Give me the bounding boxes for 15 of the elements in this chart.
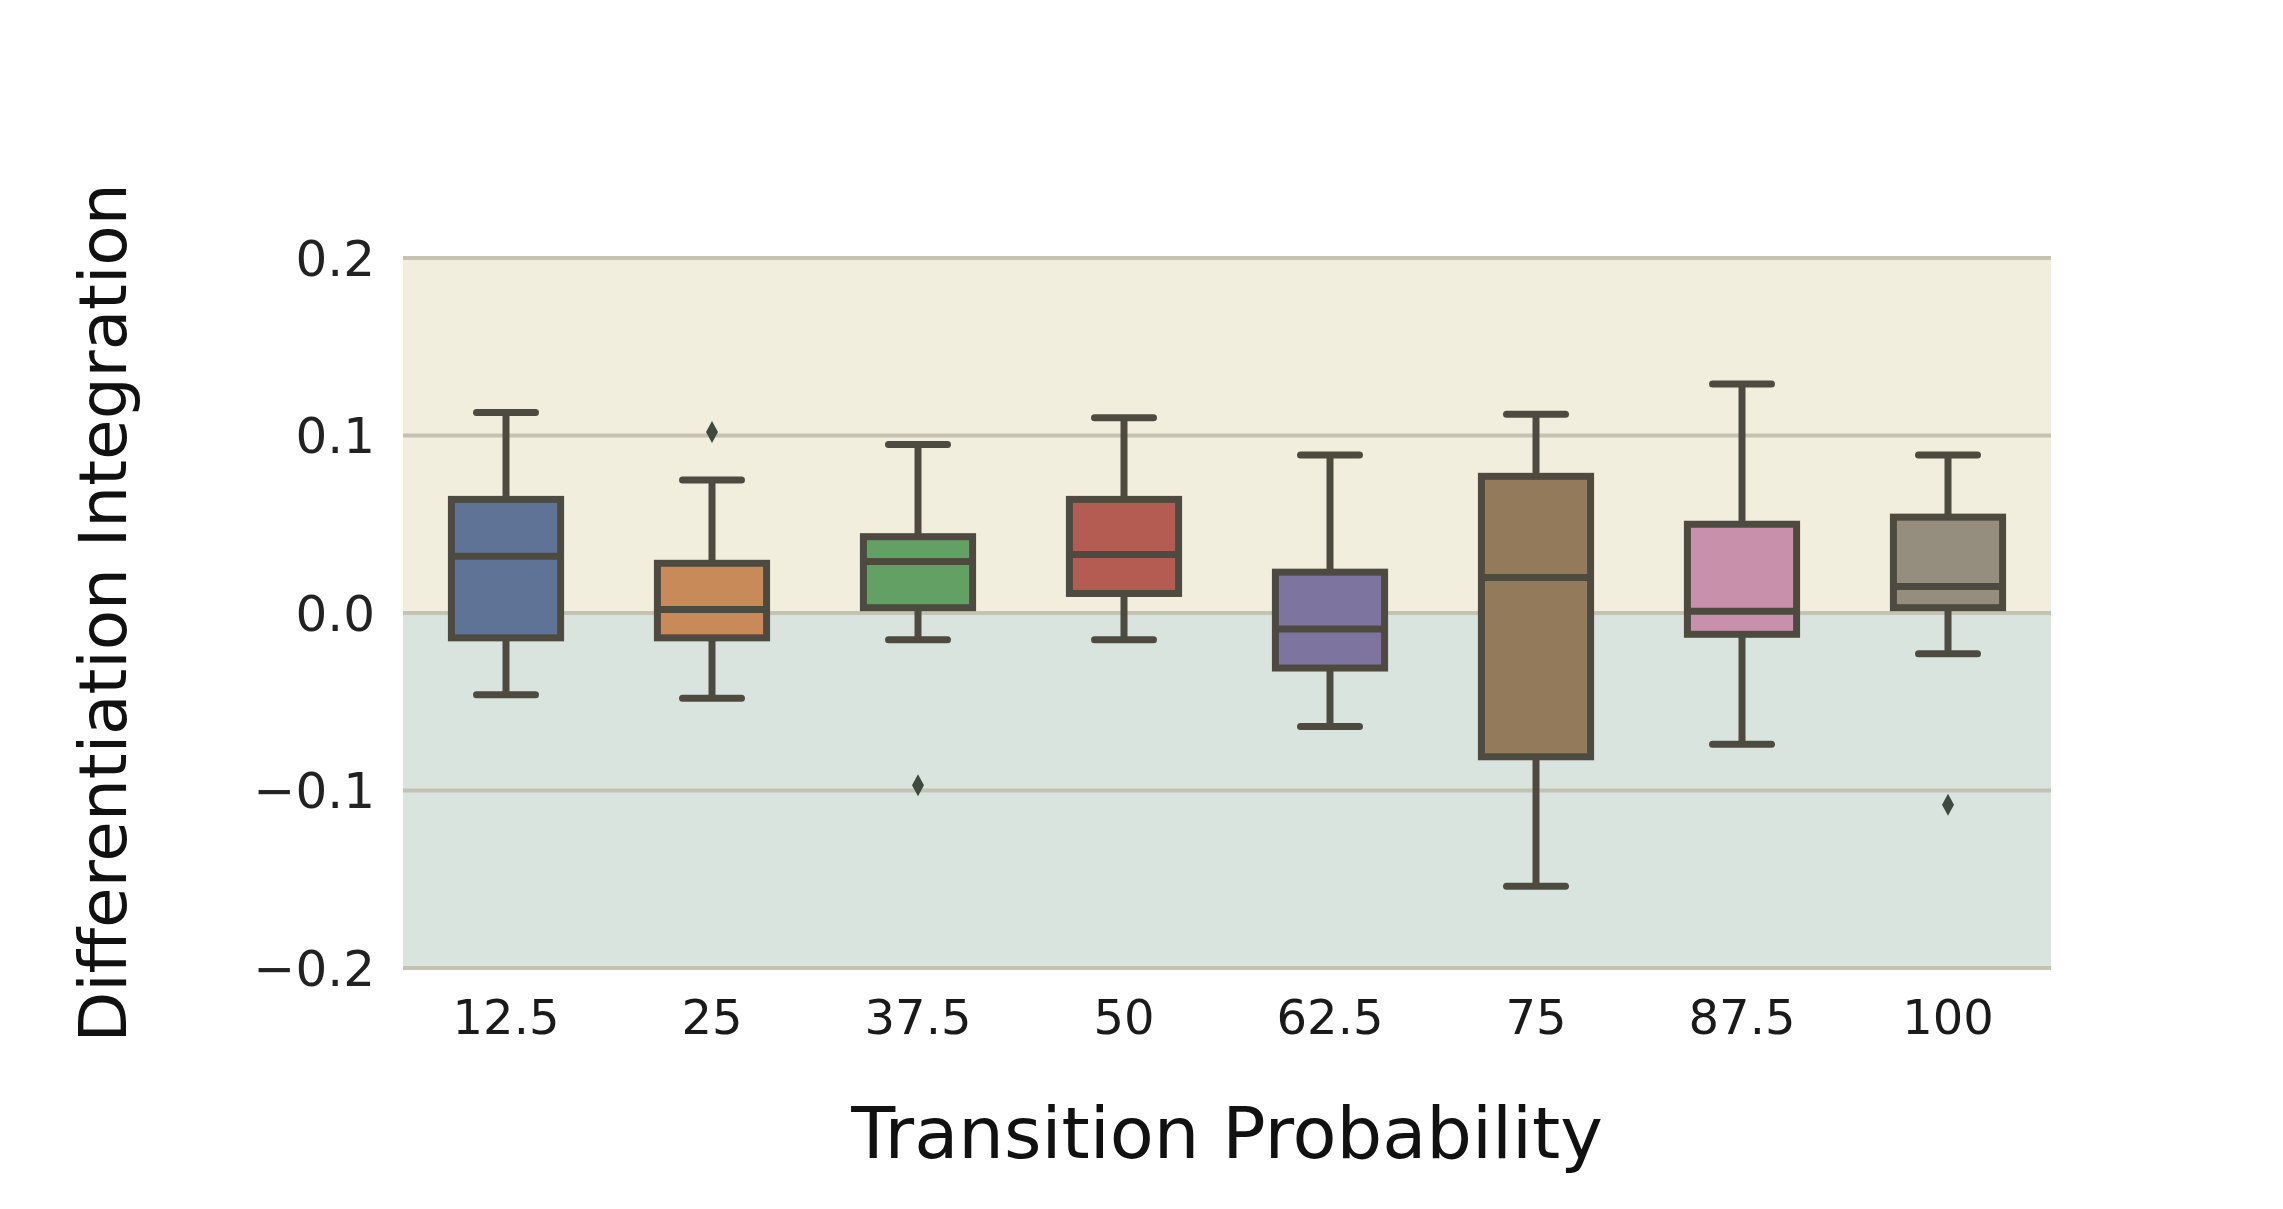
x-tick-label: 62.5 [1276, 989, 1384, 1046]
y-tick-label: 0.2 [295, 229, 375, 288]
x-tick-label: 37.5 [864, 989, 972, 1046]
y-tick-label: −0.2 [253, 939, 375, 998]
x-tick-label: 100 [1902, 989, 1994, 1046]
x-axis-title: Transition Probability [850, 1091, 1603, 1175]
y-tick-label: 0.1 [295, 407, 375, 466]
y-tick-label: 0.0 [295, 584, 375, 643]
x-tick-label: 12.5 [452, 989, 560, 1046]
y-axis-title: Differentiation Integration [65, 183, 143, 1043]
x-tick-label: 50 [1093, 989, 1155, 1046]
x-tick-label: 75 [1505, 989, 1567, 1046]
x-tick-label: 25 [681, 989, 743, 1046]
y-tick-label: −0.1 [253, 762, 375, 821]
x-tick-label: 87.5 [1688, 989, 1796, 1046]
